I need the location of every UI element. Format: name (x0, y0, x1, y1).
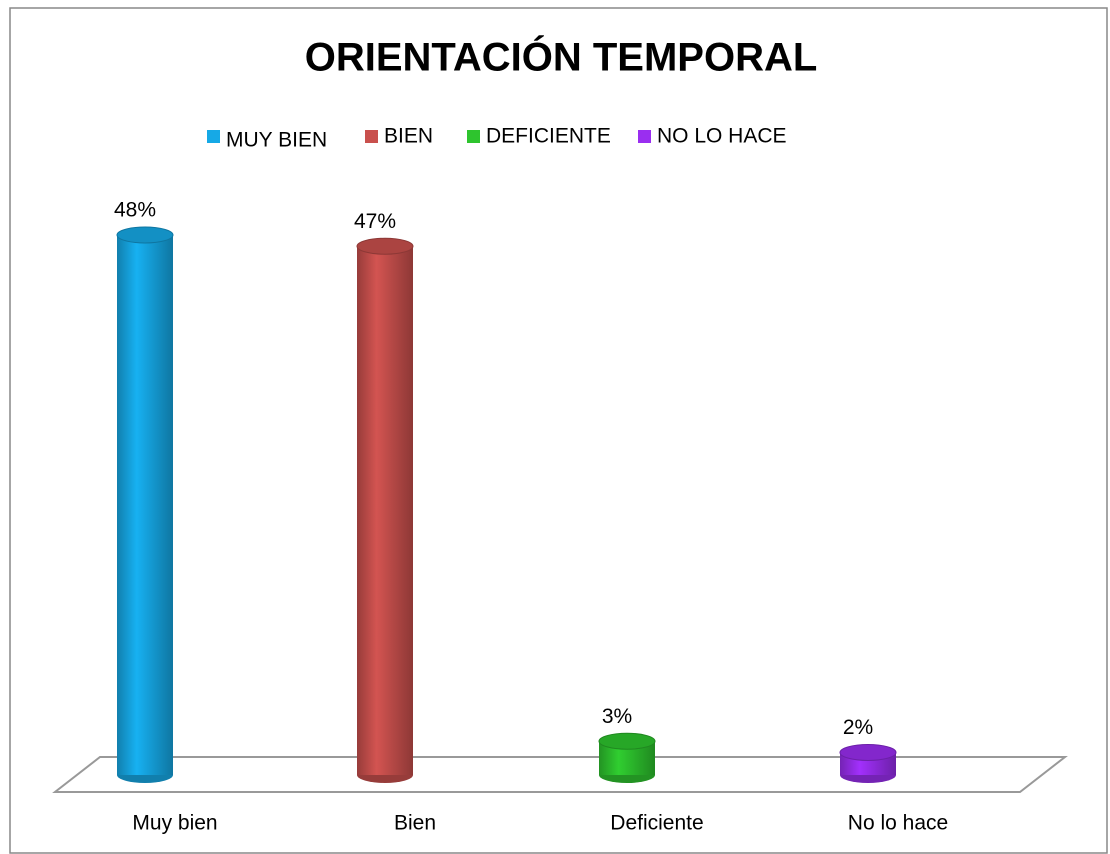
legend-swatch (467, 130, 480, 143)
value-label: 3% (602, 705, 632, 728)
legend-label: DEFICIENTE (486, 125, 611, 148)
bar (357, 246, 413, 775)
bar-top (356, 237, 414, 255)
x-tick-label: No lo hace (848, 812, 948, 835)
chart-frame (9, 7, 1108, 854)
value-label: 48% (114, 199, 156, 222)
x-tick-label: Bien (394, 812, 436, 835)
legend-swatch (207, 130, 220, 143)
legend-label: MUY BIEN (226, 129, 327, 152)
legend-label: BIEN (384, 125, 433, 148)
x-tick-label: Deficiente (610, 812, 703, 835)
legend-swatch (365, 130, 378, 143)
bar-top (116, 226, 174, 244)
value-label: 2% (843, 716, 873, 739)
bar (117, 235, 173, 775)
floor (52, 756, 1068, 793)
bar-top (839, 744, 897, 761)
value-label: 47% (354, 210, 396, 233)
legend-swatch (638, 130, 651, 143)
legend-label: NO LO HACE (657, 125, 787, 148)
x-tick-label: Muy bien (132, 812, 217, 835)
chart-title: ORIENTACIÓN TEMPORAL (305, 34, 818, 80)
bar-top (598, 732, 656, 750)
